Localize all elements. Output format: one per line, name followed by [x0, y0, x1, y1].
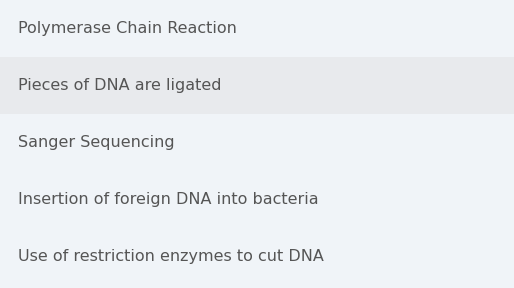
Bar: [0, 57, 514, 114]
Text: Pieces of DNA are ligated: Pieces of DNA are ligated: [18, 78, 222, 93]
Text: Sanger Sequencing: Sanger Sequencing: [18, 135, 175, 150]
Text: Polymerase Chain Reaction: Polymerase Chain Reaction: [18, 21, 237, 36]
Text: Use of restriction enzymes to cut DNA: Use of restriction enzymes to cut DNA: [18, 249, 324, 264]
Text: Insertion of foreign DNA into bacteria: Insertion of foreign DNA into bacteria: [18, 192, 319, 207]
